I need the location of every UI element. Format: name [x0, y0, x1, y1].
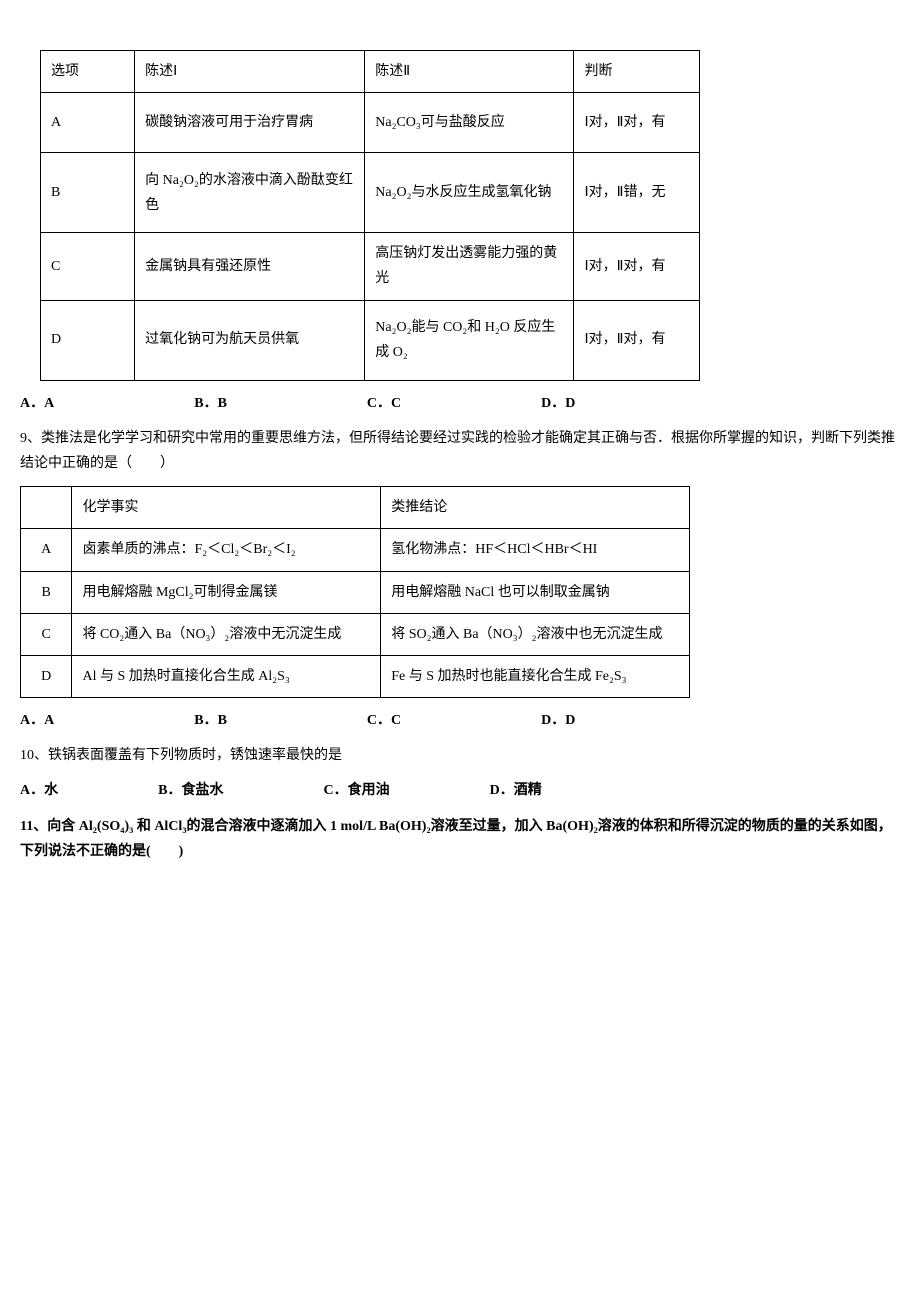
table-row: D 过氧化钠可为航天员供氧 Na₂O₂能与 CO₂和 H₂O 反应生成 O₂ Ⅰ…	[41, 300, 700, 380]
cell-opt: C	[41, 233, 135, 300]
table-header-row: 化学事实 类推结论	[21, 487, 690, 529]
option-d: D．酒精	[490, 778, 542, 803]
cell-judge: Ⅰ对，Ⅱ对，有	[574, 93, 700, 153]
cell-fact: Al 与 S 加热时直接化合生成 Al₂S₃	[72, 655, 381, 697]
cell-conc: 用电解熔融 NaCl 也可以制取金属钠	[381, 571, 690, 613]
cell-conc: 氢化物沸点：HF＜HCl＜HBr＜HI	[381, 529, 690, 571]
cell-s1: 金属钠具有强还原性	[135, 233, 365, 300]
option-b: B．食盐水	[158, 778, 223, 803]
options-q10: A．水 B．食盐水 C．食用油 D．酒精	[20, 778, 900, 803]
table-row: A 卤素单质的沸点：F₂＜Cl₂＜Br₂＜I₂ 氢化物沸点：HF＜HCl＜HBr…	[21, 529, 690, 571]
cell-opt: D	[21, 655, 72, 697]
table-row: B 向 Na₂O₂的水溶液中滴入酚酞变红色 Na₂O₂与水反应生成氢氧化钠 Ⅰ对…	[41, 153, 700, 233]
cell-s1: 碳酸钠溶液可用于治疗胃病	[135, 93, 365, 153]
cell-opt: D	[41, 300, 135, 380]
options-q9: A．A B．B C．C D．D	[20, 708, 900, 733]
cell-judge: Ⅰ对，Ⅱ错，无	[574, 153, 700, 233]
option-a: A．A	[20, 391, 54, 416]
option-a: A．A	[20, 708, 54, 733]
cell-conc: 将 SO₂通入 Ba（NO₃）₂溶液中也无沉淀生成	[381, 613, 690, 655]
cell-judge: Ⅰ对，Ⅱ对，有	[574, 233, 700, 300]
cell-judge: Ⅰ对，Ⅱ对，有	[574, 300, 700, 380]
question-10: 10、铁锅表面覆盖有下列物质时，锈蚀速率最快的是	[20, 743, 900, 768]
cell-opt: B	[21, 571, 72, 613]
cell-conc: Fe 与 S 加热时也能直接化合生成 Fe₂S₃	[381, 655, 690, 697]
options-q8: A．A B．B C．C D．D	[20, 391, 900, 416]
question-11: 11、向含 Al₂(SO₄)₃ 和 AlCl₃的混合溶液中逐滴加入 1 mol/…	[20, 814, 900, 864]
table-row: B 用电解熔融 MgCl₂可制得金属镁 用电解熔融 NaCl 也可以制取金属钠	[21, 571, 690, 613]
table-row: D Al 与 S 加热时直接化合生成 Al₂S₃ Fe 与 S 加热时也能直接化…	[21, 655, 690, 697]
option-c: C．食用油	[323, 778, 389, 803]
option-b: B．B	[194, 391, 227, 416]
header-judge: 判断	[574, 51, 700, 93]
cell-s2: Na₂O₂能与 CO₂和 H₂O 反应生成 O₂	[365, 300, 574, 380]
cell-fact: 用电解熔融 MgCl₂可制得金属镁	[72, 571, 381, 613]
table-row: C 将 CO₂通入 Ba（NO₃）₂溶液中无沉淀生成 将 SO₂通入 Ba（NO…	[21, 613, 690, 655]
option-a: A．水	[20, 778, 58, 803]
header-conclusion: 类推结论	[381, 487, 690, 529]
table-statements: 选项 陈述Ⅰ 陈述Ⅱ 判断 A 碳酸钠溶液可用于治疗胃病 Na₂CO₃可与盐酸反…	[40, 50, 700, 381]
cell-fact: 卤素单质的沸点：F₂＜Cl₂＜Br₂＜I₂	[72, 529, 381, 571]
table-row: A 碳酸钠溶液可用于治疗胃病 Na₂CO₃可与盐酸反应 Ⅰ对，Ⅱ对，有	[41, 93, 700, 153]
table-row: C 金属钠具有强还原性 高压钠灯发出透雾能力强的黄光 Ⅰ对，Ⅱ对，有	[41, 233, 700, 300]
header-blank	[21, 487, 72, 529]
option-d: D．D	[541, 391, 575, 416]
cell-s2: Na₂O₂与水反应生成氢氧化钠	[365, 153, 574, 233]
cell-s1: 向 Na₂O₂的水溶液中滴入酚酞变红色	[135, 153, 365, 233]
cell-fact: 将 CO₂通入 Ba（NO₃）₂溶液中无沉淀生成	[72, 613, 381, 655]
question-9: 9、类推法是化学学习和研究中常用的重要思维方法，但所得结论要经过实践的检验才能确…	[20, 426, 900, 476]
cell-s1: 过氧化钠可为航天员供氧	[135, 300, 365, 380]
option-c: C．C	[367, 708, 401, 733]
cell-opt: C	[21, 613, 72, 655]
cell-opt: A	[21, 529, 72, 571]
cell-s2: Na₂CO₃可与盐酸反应	[365, 93, 574, 153]
header-statement2: 陈述Ⅱ	[365, 51, 574, 93]
option-c: C．C	[367, 391, 401, 416]
header-fact: 化学事实	[72, 487, 381, 529]
table-header-row: 选项 陈述Ⅰ 陈述Ⅱ 判断	[41, 51, 700, 93]
cell-opt: B	[41, 153, 135, 233]
option-d: D．D	[541, 708, 575, 733]
header-option: 选项	[41, 51, 135, 93]
cell-opt: A	[41, 93, 135, 153]
header-statement1: 陈述Ⅰ	[135, 51, 365, 93]
option-b: B．B	[194, 708, 227, 733]
cell-s2: 高压钠灯发出透雾能力强的黄光	[365, 233, 574, 300]
table-analogy: 化学事实 类推结论 A 卤素单质的沸点：F₂＜Cl₂＜Br₂＜I₂ 氢化物沸点：…	[20, 486, 690, 698]
